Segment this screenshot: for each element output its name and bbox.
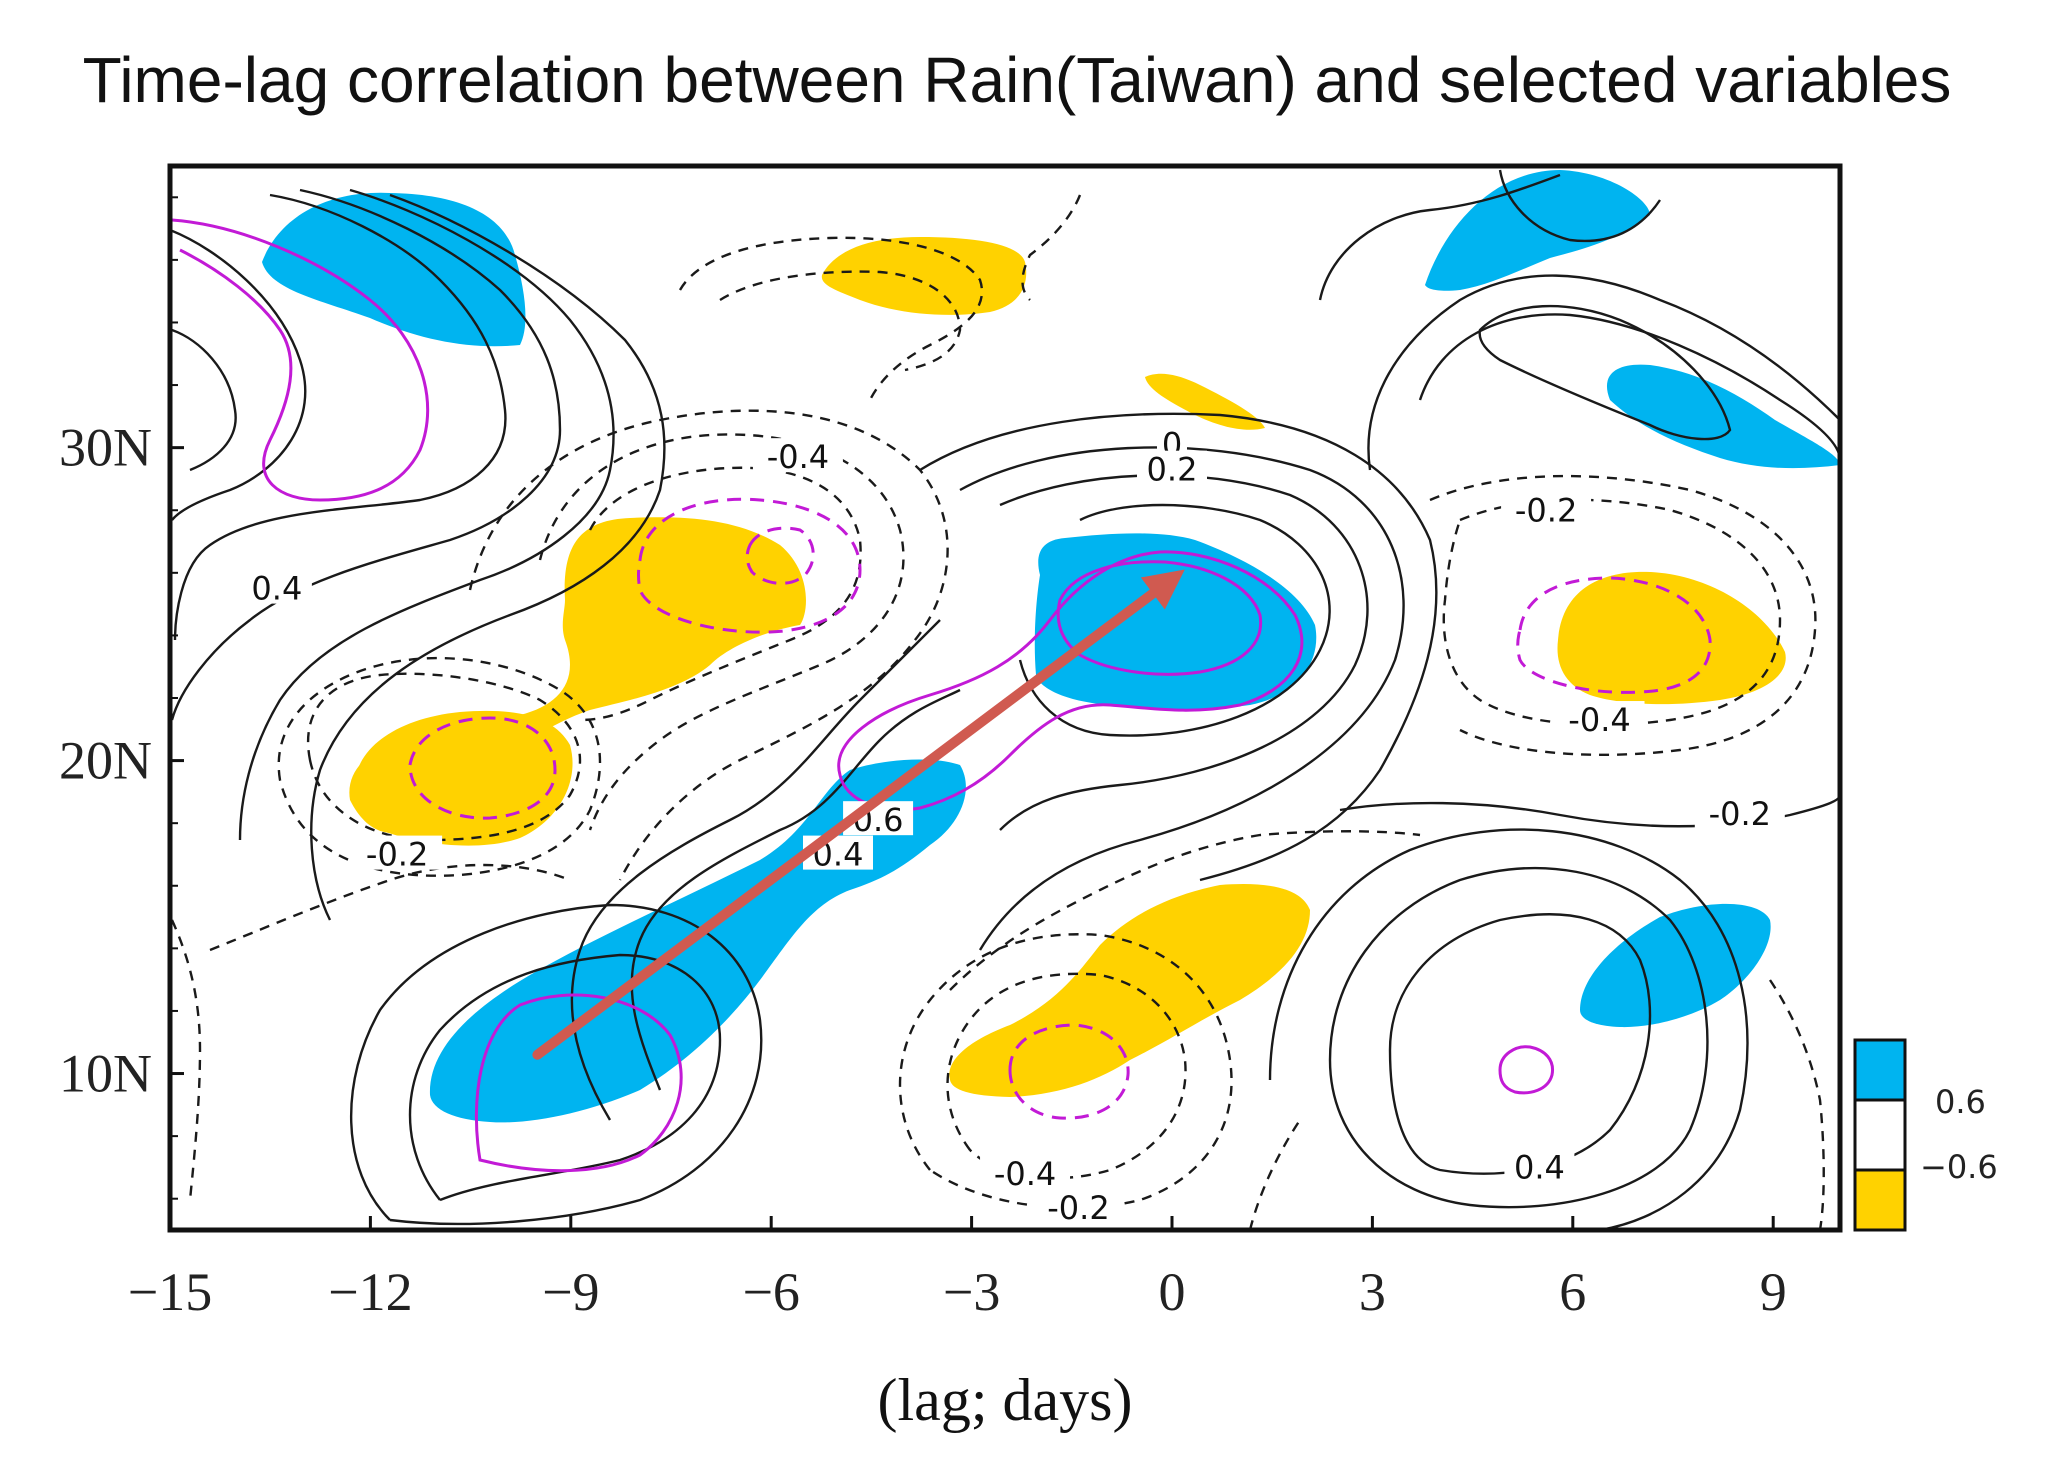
contour-label: -0.4	[767, 438, 829, 476]
positive-contours	[170, 169, 1840, 1230]
x-axis: −15 −12 −9 −6 −3 0 3 6 9	[128, 1216, 1787, 1322]
x-tick-label: −15	[128, 1262, 212, 1322]
contour-layer	[170, 169, 1840, 1230]
magenta-dashed-contours	[408, 497, 1712, 1120]
legend-label-positive: 0.6	[1935, 1083, 1986, 1121]
positive-shade-nw	[262, 192, 526, 347]
colorbar-legend: 0.6 −0.6	[1853, 1038, 1998, 1232]
contour-label-bg	[1137, 450, 1207, 485]
contour-label: -0.2	[1515, 491, 1577, 529]
contour-label-bg	[980, 1154, 1071, 1189]
negative-shade-e	[1557, 571, 1786, 705]
contour-label-bg	[241, 569, 312, 604]
contour-label: -0.4	[1568, 701, 1630, 739]
x-tick-label: 0	[1159, 1262, 1186, 1322]
chart-title: Time-lag correlation between Rain(Taiwan…	[83, 44, 1952, 116]
contour-label-bg	[352, 835, 443, 870]
magenta-contours	[171, 218, 1555, 1173]
negative-shade-n	[821, 237, 1027, 315]
contour-label: -0.2	[366, 836, 428, 874]
x-tick-label: −6	[742, 1262, 799, 1322]
contour-label-bg	[1504, 1148, 1575, 1183]
contour-label: 0.4	[1514, 1149, 1565, 1187]
x-axis-label: (lag; days)	[878, 1367, 1133, 1433]
y-tick-label: 30N	[59, 418, 152, 478]
legend-swatch-positive	[1853, 1038, 1907, 1102]
positive-shade-e	[1606, 364, 1840, 469]
contour-label: 0.4	[251, 570, 302, 608]
propagation-arrow	[532, 569, 1185, 1060]
legend-label-negative: −0.6	[1920, 1148, 1998, 1186]
x-tick-label: 6	[1559, 1262, 1586, 1322]
legend-swatch-negative	[1853, 1168, 1907, 1232]
x-tick-label: 3	[1359, 1262, 1386, 1322]
x-tick-label: −9	[542, 1262, 599, 1322]
contour-label: -0.4	[994, 1155, 1056, 1193]
y-tick-label: 10N	[59, 1044, 152, 1104]
contour-label: 0.2	[1147, 451, 1198, 489]
y-tick-label: 20N	[59, 731, 152, 791]
contour-label-bg	[1554, 701, 1645, 736]
contour-label-bg	[1501, 491, 1592, 526]
y-axis: 10N 20N 30N	[59, 196, 184, 1200]
contour-label-bg	[1033, 1189, 1124, 1224]
contour-label-bg	[752, 438, 843, 473]
x-tick-label: −12	[328, 1262, 412, 1322]
contour-label-bg	[1694, 794, 1785, 829]
x-tick-label: −3	[943, 1262, 1000, 1322]
contour-label: -0.2	[1709, 795, 1771, 833]
negative-shade-s	[949, 884, 1310, 1097]
contour-labels: 0.4-0.4-0.200.20.60.4-0.2-0.4-0.2-0.4-0.…	[241, 425, 1785, 1227]
contour-label: -0.2	[1047, 1189, 1109, 1227]
x-tick-label: 9	[1760, 1262, 1787, 1322]
negative-contours	[170, 194, 1825, 1230]
legend-swatch-neutral	[1853, 1098, 1907, 1172]
